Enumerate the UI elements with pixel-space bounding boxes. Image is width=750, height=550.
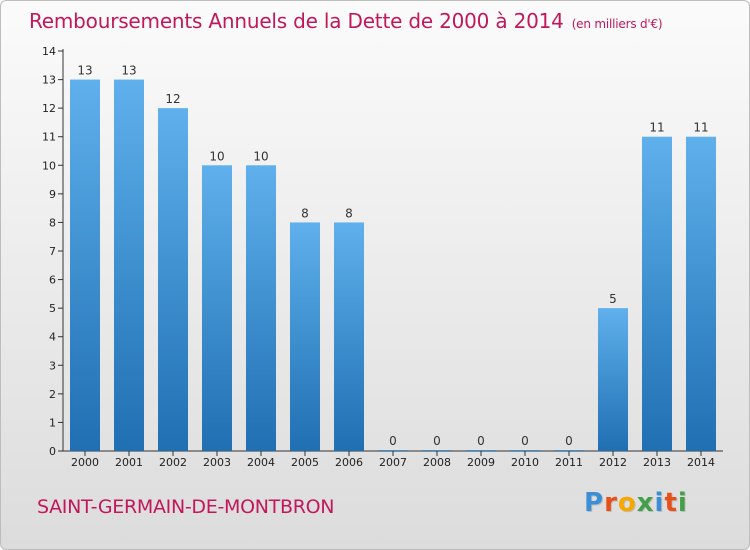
x-tick-label: 2001 (115, 456, 143, 469)
logo-letter: r (604, 488, 618, 518)
x-tick-label: 2000 (71, 456, 99, 469)
data-label: 13 (77, 64, 92, 78)
bar (510, 450, 540, 451)
x-tick-label: 2013 (643, 456, 671, 469)
logo-letter: x (636, 488, 655, 518)
title-text: Remboursements Annuels de la Dette de 20… (29, 9, 564, 33)
bar (422, 450, 452, 451)
chart-title: Remboursements Annuels de la Dette de 20… (29, 9, 663, 33)
y-tick-label: 14 (42, 45, 56, 58)
x-tick-label: 2008 (423, 456, 451, 469)
x-tick-label: 2011 (555, 456, 583, 469)
data-label: 0 (565, 434, 573, 448)
data-label: 11 (649, 121, 664, 135)
x-tick-label: 2002 (159, 456, 187, 469)
y-tick-label: 0 (49, 445, 56, 458)
bar (246, 165, 276, 452)
commune-name: SAINT-GERMAIN-DE-MONTBRON (37, 496, 335, 518)
data-label: 8 (345, 206, 353, 220)
logo-letter: P (584, 488, 605, 518)
x-tick-label: 2012 (599, 456, 627, 469)
y-tick-label: 11 (42, 131, 56, 144)
bar (598, 308, 628, 451)
bar (334, 222, 364, 451)
y-tick-label: 1 (49, 416, 56, 429)
bar (290, 222, 320, 451)
bar (114, 79, 144, 452)
y-tick-label: 5 (49, 302, 56, 315)
proxiti-logo: Proxiti (584, 488, 688, 518)
data-label: 12 (165, 92, 180, 106)
chart-labels: 2000 13 2001 13 2002 12 2003 10 2004 10 2005 8 2006 8… (71, 64, 715, 469)
x-tick-label: 2003 (203, 456, 231, 469)
y-tick-label: 13 (42, 74, 56, 87)
bar (202, 165, 232, 452)
data-label: 11 (693, 121, 708, 135)
data-label: 0 (521, 434, 529, 448)
x-tick-label: 2004 (247, 456, 275, 469)
x-tick-label: 2014 (687, 456, 715, 469)
logo-letter: i (654, 488, 665, 518)
x-tick-label: 2006 (335, 456, 363, 469)
bar (642, 136, 672, 451)
data-label: 5 (609, 292, 617, 306)
x-tick-label: 2007 (379, 456, 407, 469)
data-label: 0 (433, 434, 441, 448)
y-tick-label: 2 (49, 388, 56, 401)
y-tick-label: 4 (49, 331, 56, 344)
bar (70, 79, 100, 452)
x-tick-label: 2009 (467, 456, 495, 469)
bar (466, 450, 496, 451)
y-tick-label: 7 (49, 245, 56, 258)
chart-subtitle: (en milliers d'€) (571, 17, 663, 31)
data-label: 0 (389, 434, 397, 448)
logo-letter: t (664, 488, 678, 518)
logo-letter: i (677, 488, 688, 518)
bar (378, 450, 408, 451)
y-tick-label: 8 (49, 216, 56, 229)
data-label: 10 (253, 149, 268, 163)
logo-letter: o (617, 488, 637, 518)
data-label: 10 (209, 149, 224, 163)
y-tick-label: 6 (49, 274, 56, 287)
data-label: 8 (301, 206, 309, 220)
bar (686, 136, 716, 451)
x-tick-label: 2005 (291, 456, 319, 469)
bar (554, 450, 584, 451)
y-tick-label: 3 (49, 359, 56, 372)
y-tick-label: 9 (49, 188, 56, 201)
data-label: 0 (477, 434, 485, 448)
y-tick-label: 12 (42, 102, 56, 115)
chart-bars (70, 79, 716, 452)
data-label: 13 (121, 64, 136, 78)
y-tick-label: 10 (42, 159, 56, 172)
x-tick-label: 2010 (511, 456, 539, 469)
bar (158, 108, 188, 452)
